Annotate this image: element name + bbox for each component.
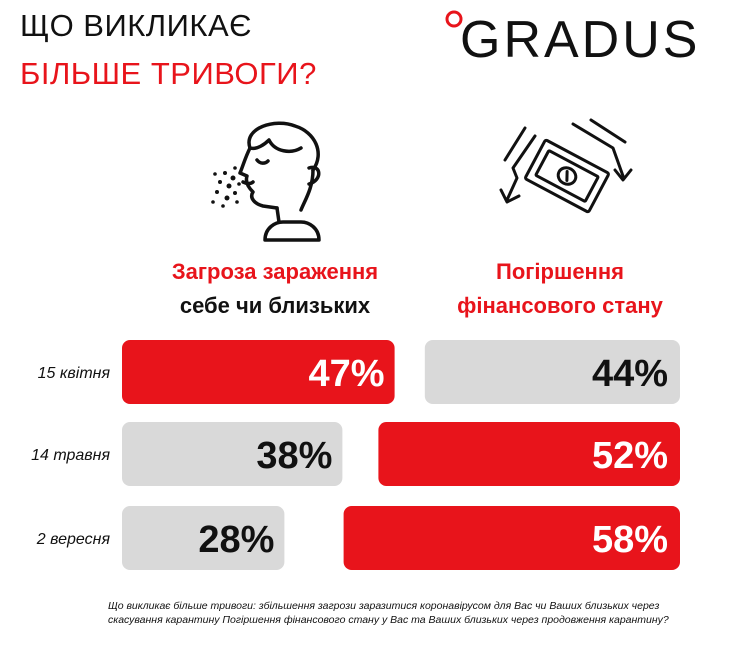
- footnote: Що викликає більше тривоги: збільшення з…: [108, 600, 669, 626]
- bar-series-1: [122, 340, 395, 404]
- bar-value-label-series-1: 28%: [198, 519, 274, 561]
- category-label: 15 квітня: [38, 365, 111, 382]
- bar-series-2: [378, 422, 680, 486]
- bar-series-1: [122, 506, 285, 570]
- left-header-line-2: себе чи близьких: [179, 293, 371, 318]
- title-line-2: БІЛЬШЕ ТРИВОГИ?: [20, 56, 317, 91]
- falling-money-icon: [499, 118, 633, 214]
- bar-series-2: [343, 506, 680, 570]
- right-header-line-1: Погіршення: [496, 259, 624, 284]
- bar-chart: 15 квітня 47% 44% 14 травня 38% 52% 2 вересня 2…: [31, 340, 680, 570]
- bar-value-label-series-1: 47%: [309, 353, 385, 395]
- logo-text: GRADUS: [460, 11, 701, 69]
- category-label: 2 вересня: [36, 531, 111, 548]
- gradus-logo: GRADUS: [440, 6, 730, 76]
- bar-series-2: [424, 340, 680, 404]
- left-column-header: Загроза зараження себе чи близьких: [140, 255, 410, 323]
- right-column-header: Погіршення фінансового стану: [425, 255, 695, 323]
- bar-value-label-series-1: 38%: [256, 435, 332, 477]
- sneezing-person-icon: [211, 121, 321, 242]
- title-line-1: ЩО ВИКЛИКАЄ: [20, 8, 252, 43]
- bar-value-label-series-2: 52%: [592, 435, 668, 477]
- bar-value-label-series-2: 58%: [592, 519, 668, 561]
- category-label: 14 травня: [31, 447, 110, 464]
- right-header-line-2: фінансового стану: [457, 293, 663, 318]
- logo-ring-icon: [445, 10, 463, 28]
- bar-value-label-series-2: 44%: [592, 353, 668, 395]
- left-header-line-1: Загроза зараження: [171, 259, 379, 284]
- bar-series-1: [122, 422, 343, 486]
